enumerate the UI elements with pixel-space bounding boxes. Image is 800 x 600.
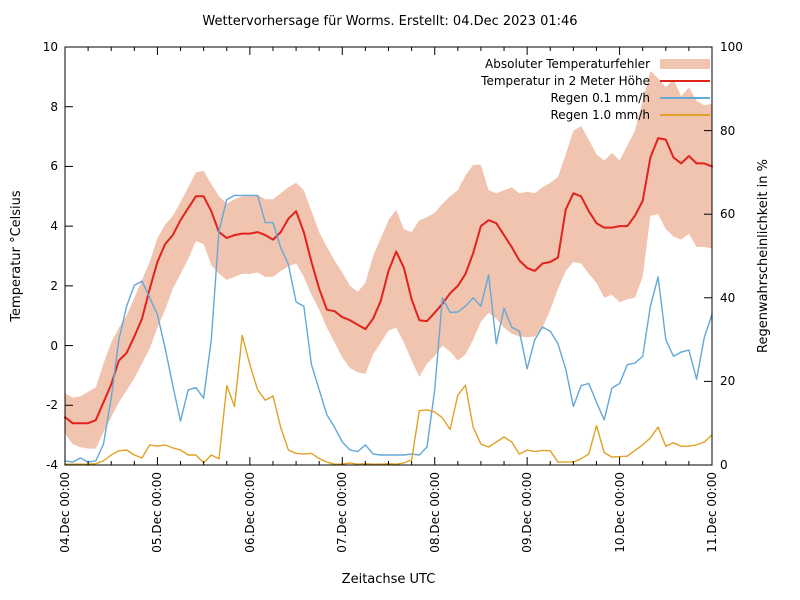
- legend-label-rain-1p0mm: Regen 1.0 mm/h: [550, 107, 650, 122]
- legend-label-temperature: Temperatur in 2 Meter Höhe: [481, 73, 650, 88]
- legend-item-rain-0p1mm: Regen 0.1 mm/h: [0, 89, 710, 106]
- y-axis-tick-label: -4: [46, 458, 58, 472]
- y2-axis-tick-label: 0: [720, 458, 728, 472]
- x-axis-tick-label: 06.Dec 00:00: [242, 472, 257, 553]
- legend-rain-1p0mm-line-swatch: [660, 113, 710, 116]
- x-axis-tick-label: 11.Dec 00:00: [705, 472, 719, 553]
- legend: Absoluter Temperaturfehler Temperatur in…: [0, 55, 710, 123]
- x-axis-tick-label: 04.Dec 00:00: [58, 472, 72, 553]
- y2-axis-tick-label: 60: [720, 207, 736, 222]
- rain-0p1mm-line: [64, 194, 713, 463]
- legend-temperature-line-swatch: [660, 79, 710, 82]
- y-axis-tick-label: 10: [42, 40, 58, 54]
- y2-axis-title: Regenwahrscheinlichkeit in %: [756, 159, 771, 353]
- legend-band-swatch: [660, 58, 710, 69]
- y-axis-tick-label: 2: [50, 278, 58, 293]
- y-axis-tick-label: 8: [50, 99, 58, 114]
- legend-item-temperature: Temperatur in 2 Meter Höhe: [0, 72, 710, 89]
- legend-item-rain-1p0mm: Regen 1.0 mm/h: [0, 106, 710, 123]
- legend-label-error-band: Absoluter Temperaturfehler: [485, 56, 650, 71]
- legend-rain-0p1mm-line-swatch: [660, 96, 710, 99]
- temperature-line: [64, 137, 713, 425]
- x-axis-title: Zeitachse UTC: [341, 572, 436, 587]
- y-axis-tick-label: 6: [50, 159, 58, 174]
- x-axis-tick-label: 05.Dec 00:00: [150, 472, 165, 553]
- y-axis-tick-label: -2: [46, 398, 58, 413]
- y-axis-tick-label: 4: [50, 219, 58, 234]
- x-axis-tick-label: 08.Dec 00:00: [427, 472, 442, 553]
- y2-axis-tick-label: 40: [720, 290, 736, 305]
- chart-title: Wettervorhersage für Worms. Erstellt: 04…: [202, 14, 578, 29]
- temperature-error-band: [65, 70, 712, 449]
- y2-axis-tick-label: 100: [720, 40, 743, 54]
- x-axis-tick-label: 10.Dec 00:00: [612, 472, 627, 553]
- legend-item-error-band: Absoluter Temperaturfehler: [0, 55, 710, 72]
- legend-label-rain-0p1mm: Regen 0.1 mm/h: [550, 90, 650, 105]
- rain-1p0mm-line: [64, 334, 713, 465]
- axis-ticks: [64, 46, 713, 466]
- y2-axis-tick-label: 80: [720, 123, 736, 138]
- y2-axis-tick-label: 20: [720, 374, 736, 389]
- y-axis-tick-label: 0: [50, 338, 58, 353]
- x-axis-tick-label: 09.Dec 00:00: [520, 472, 535, 553]
- x-axis-tick-label: 07.Dec 00:00: [335, 472, 350, 553]
